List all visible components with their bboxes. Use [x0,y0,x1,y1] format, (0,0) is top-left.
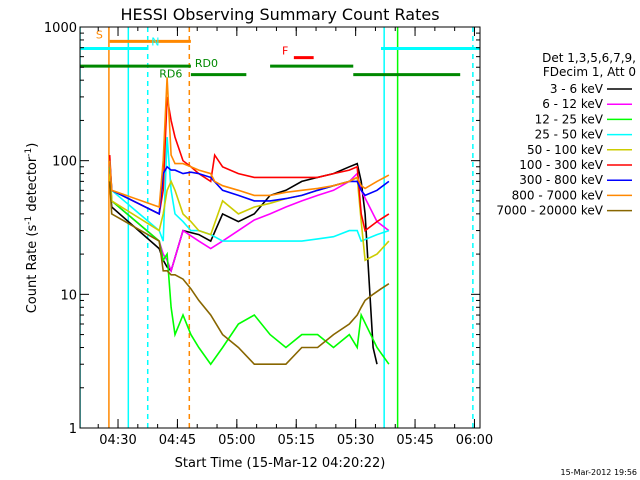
state-bar-label: F [282,45,288,58]
series-line-3-6-kev [108,162,378,365]
legend-label-12-25-kev: 12 - 25 keV [535,112,604,126]
plot-frame [79,26,481,429]
legend-label-3-6-kev: 3 - 6 keV [550,82,604,96]
state-bar-label: N [151,36,159,49]
y-tick-label: 1000 [44,21,77,36]
y-axis-label: Count Rate (s-1 detector-1) [24,143,40,314]
legend-label-6-12-kev: 6 - 12 keV [542,97,604,111]
decimation-label: RD0 [195,57,218,70]
series-line-800-7000-kev [108,77,390,209]
x-tick-label: 05:15 [278,433,315,448]
legend-header: FDecim 1, Att 0 [543,65,636,79]
footer-date: 15-Mar-2012 19:56 [561,468,638,477]
x-tick-label: 05:45 [396,433,433,448]
x-axis-label: Start Time (15-Mar-12 04:20:22) [175,456,386,471]
x-tick-label: 04:30 [99,433,136,448]
chart-title: HESSI Observing Summary Count Rates [120,5,439,24]
y-tick-label: 100 [52,155,77,170]
x-tick-label: 05:00 [218,433,255,448]
state-bar-label: S [96,28,103,41]
x-tick-label: 06:00 [456,433,493,448]
series-line-12-25-kev [108,166,390,366]
y-tick-label: 1 [69,422,77,437]
legend-label-50-100-kev: 50 - 100 keV [527,143,604,157]
legend-label-800-7000-kev: 800 - 7000 keV [512,188,604,202]
y-axis-ticks: 1 10 100 1000 [44,21,480,437]
x-tick-label: 04:45 [159,433,196,448]
series-line-7000-20000-kev [108,181,390,366]
series-line-25-50-kev [108,137,390,243]
legend-label-7000-20000-kev: 7000 - 20000 keV [496,204,603,218]
legend-label-25-50-kev: 25 - 50 keV [535,128,604,142]
y-tick-label: 10 [60,288,77,303]
series-line-300-800-kev [108,160,390,216]
legend: Det 1,3,5,6,7,9,FDecim 1, Att 0 3 - 6 keV… [496,51,636,218]
decimation-label: RD6 [159,67,182,80]
legend-header: Det 1,3,5,6,7,9, [542,51,636,65]
x-tick-label: 05:30 [337,433,374,448]
legend-label-300-800-kev: 300 - 800 keV [519,173,603,187]
attenuator-bars: S N F RD0 RD6 [80,28,480,80]
series-layer [108,77,390,366]
legend-label-100-300-kev: 100 - 300 keV [519,158,603,172]
x-axis-ticks: 04:30 04:45 05:00 05:15 05:30 05:45 06:00 [97,27,493,448]
vertical-event-lines [80,27,474,428]
